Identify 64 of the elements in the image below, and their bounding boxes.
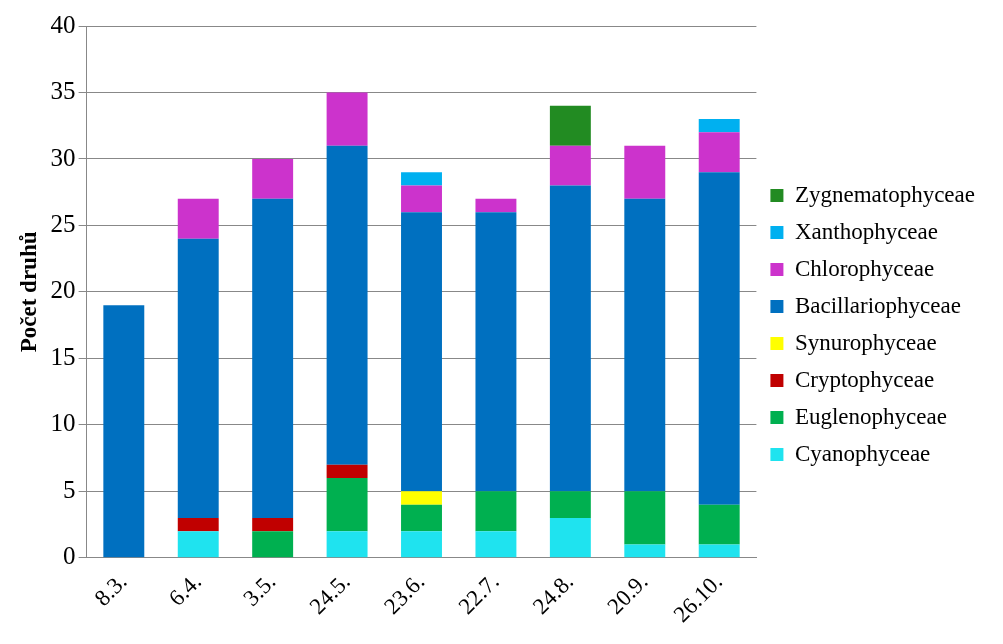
bar xyxy=(475,531,517,558)
bar xyxy=(401,185,442,213)
bar xyxy=(252,517,294,532)
bar xyxy=(326,478,368,532)
legend-label: Chlorophyceae xyxy=(794,255,935,281)
x-tick-label: 3.5. xyxy=(238,568,281,611)
y-tick-label: 0 xyxy=(63,542,76,570)
x-tick-label: 24.5. xyxy=(304,568,355,619)
bar xyxy=(698,172,740,505)
bar xyxy=(698,544,740,558)
bar xyxy=(177,517,219,532)
bar xyxy=(177,238,219,518)
y-tick-label: 10 xyxy=(50,409,76,437)
bar xyxy=(624,198,666,492)
x-tick-label: 20.9. xyxy=(602,568,653,619)
legend-label: Zygnematophyceae xyxy=(794,181,976,207)
bar xyxy=(549,105,591,146)
bar xyxy=(624,544,666,558)
bar xyxy=(698,504,740,545)
bar xyxy=(326,145,368,465)
y-axis-title: Počet druhů xyxy=(15,231,41,353)
bar xyxy=(326,92,368,146)
legend-label: Synurophyceae xyxy=(794,329,937,355)
bar xyxy=(252,198,294,518)
bar xyxy=(549,185,591,492)
y-tick-label: 20 xyxy=(50,276,76,304)
x-tick-label: 22.7. xyxy=(453,568,504,619)
legend-label: Cyanophyceae xyxy=(794,440,931,466)
bar xyxy=(177,198,219,239)
y-tick-label: 15 xyxy=(50,342,76,370)
bar xyxy=(401,212,442,492)
legend-label: Xanthophyceae xyxy=(794,218,938,244)
bar xyxy=(401,504,442,532)
bar xyxy=(549,491,591,518)
bar xyxy=(252,158,294,199)
bar xyxy=(698,119,740,133)
legend-label: Cryptophyceae xyxy=(794,366,935,392)
x-tick-label: 23.6. xyxy=(379,568,430,619)
x-tick-label: 6.4. xyxy=(163,568,207,611)
bar xyxy=(326,464,368,479)
bar xyxy=(401,531,442,558)
y-tick-label: 40 xyxy=(50,10,76,38)
bar xyxy=(177,531,219,558)
y-tick-label: 25 xyxy=(50,210,76,237)
legend-label: Bacillariophyceae xyxy=(794,292,961,318)
bar xyxy=(401,491,442,505)
bar xyxy=(475,198,517,213)
bar xyxy=(475,212,517,492)
y-tick-label: 30 xyxy=(50,143,76,171)
bar xyxy=(252,531,294,558)
bar xyxy=(549,517,591,558)
legend-label: Euglenophyceae xyxy=(794,403,947,429)
y-tick-label: 35 xyxy=(50,77,76,105)
bar xyxy=(475,491,517,532)
y-tick-label: 5 xyxy=(63,475,76,503)
bar xyxy=(624,491,666,545)
x-tick-label: 24.8. xyxy=(527,568,579,619)
bar xyxy=(549,145,591,186)
bar xyxy=(401,172,442,186)
x-tick-label: 8.3. xyxy=(89,568,132,611)
bar xyxy=(624,145,666,199)
bar xyxy=(103,305,145,558)
bar xyxy=(326,531,368,558)
bar xyxy=(698,132,740,173)
